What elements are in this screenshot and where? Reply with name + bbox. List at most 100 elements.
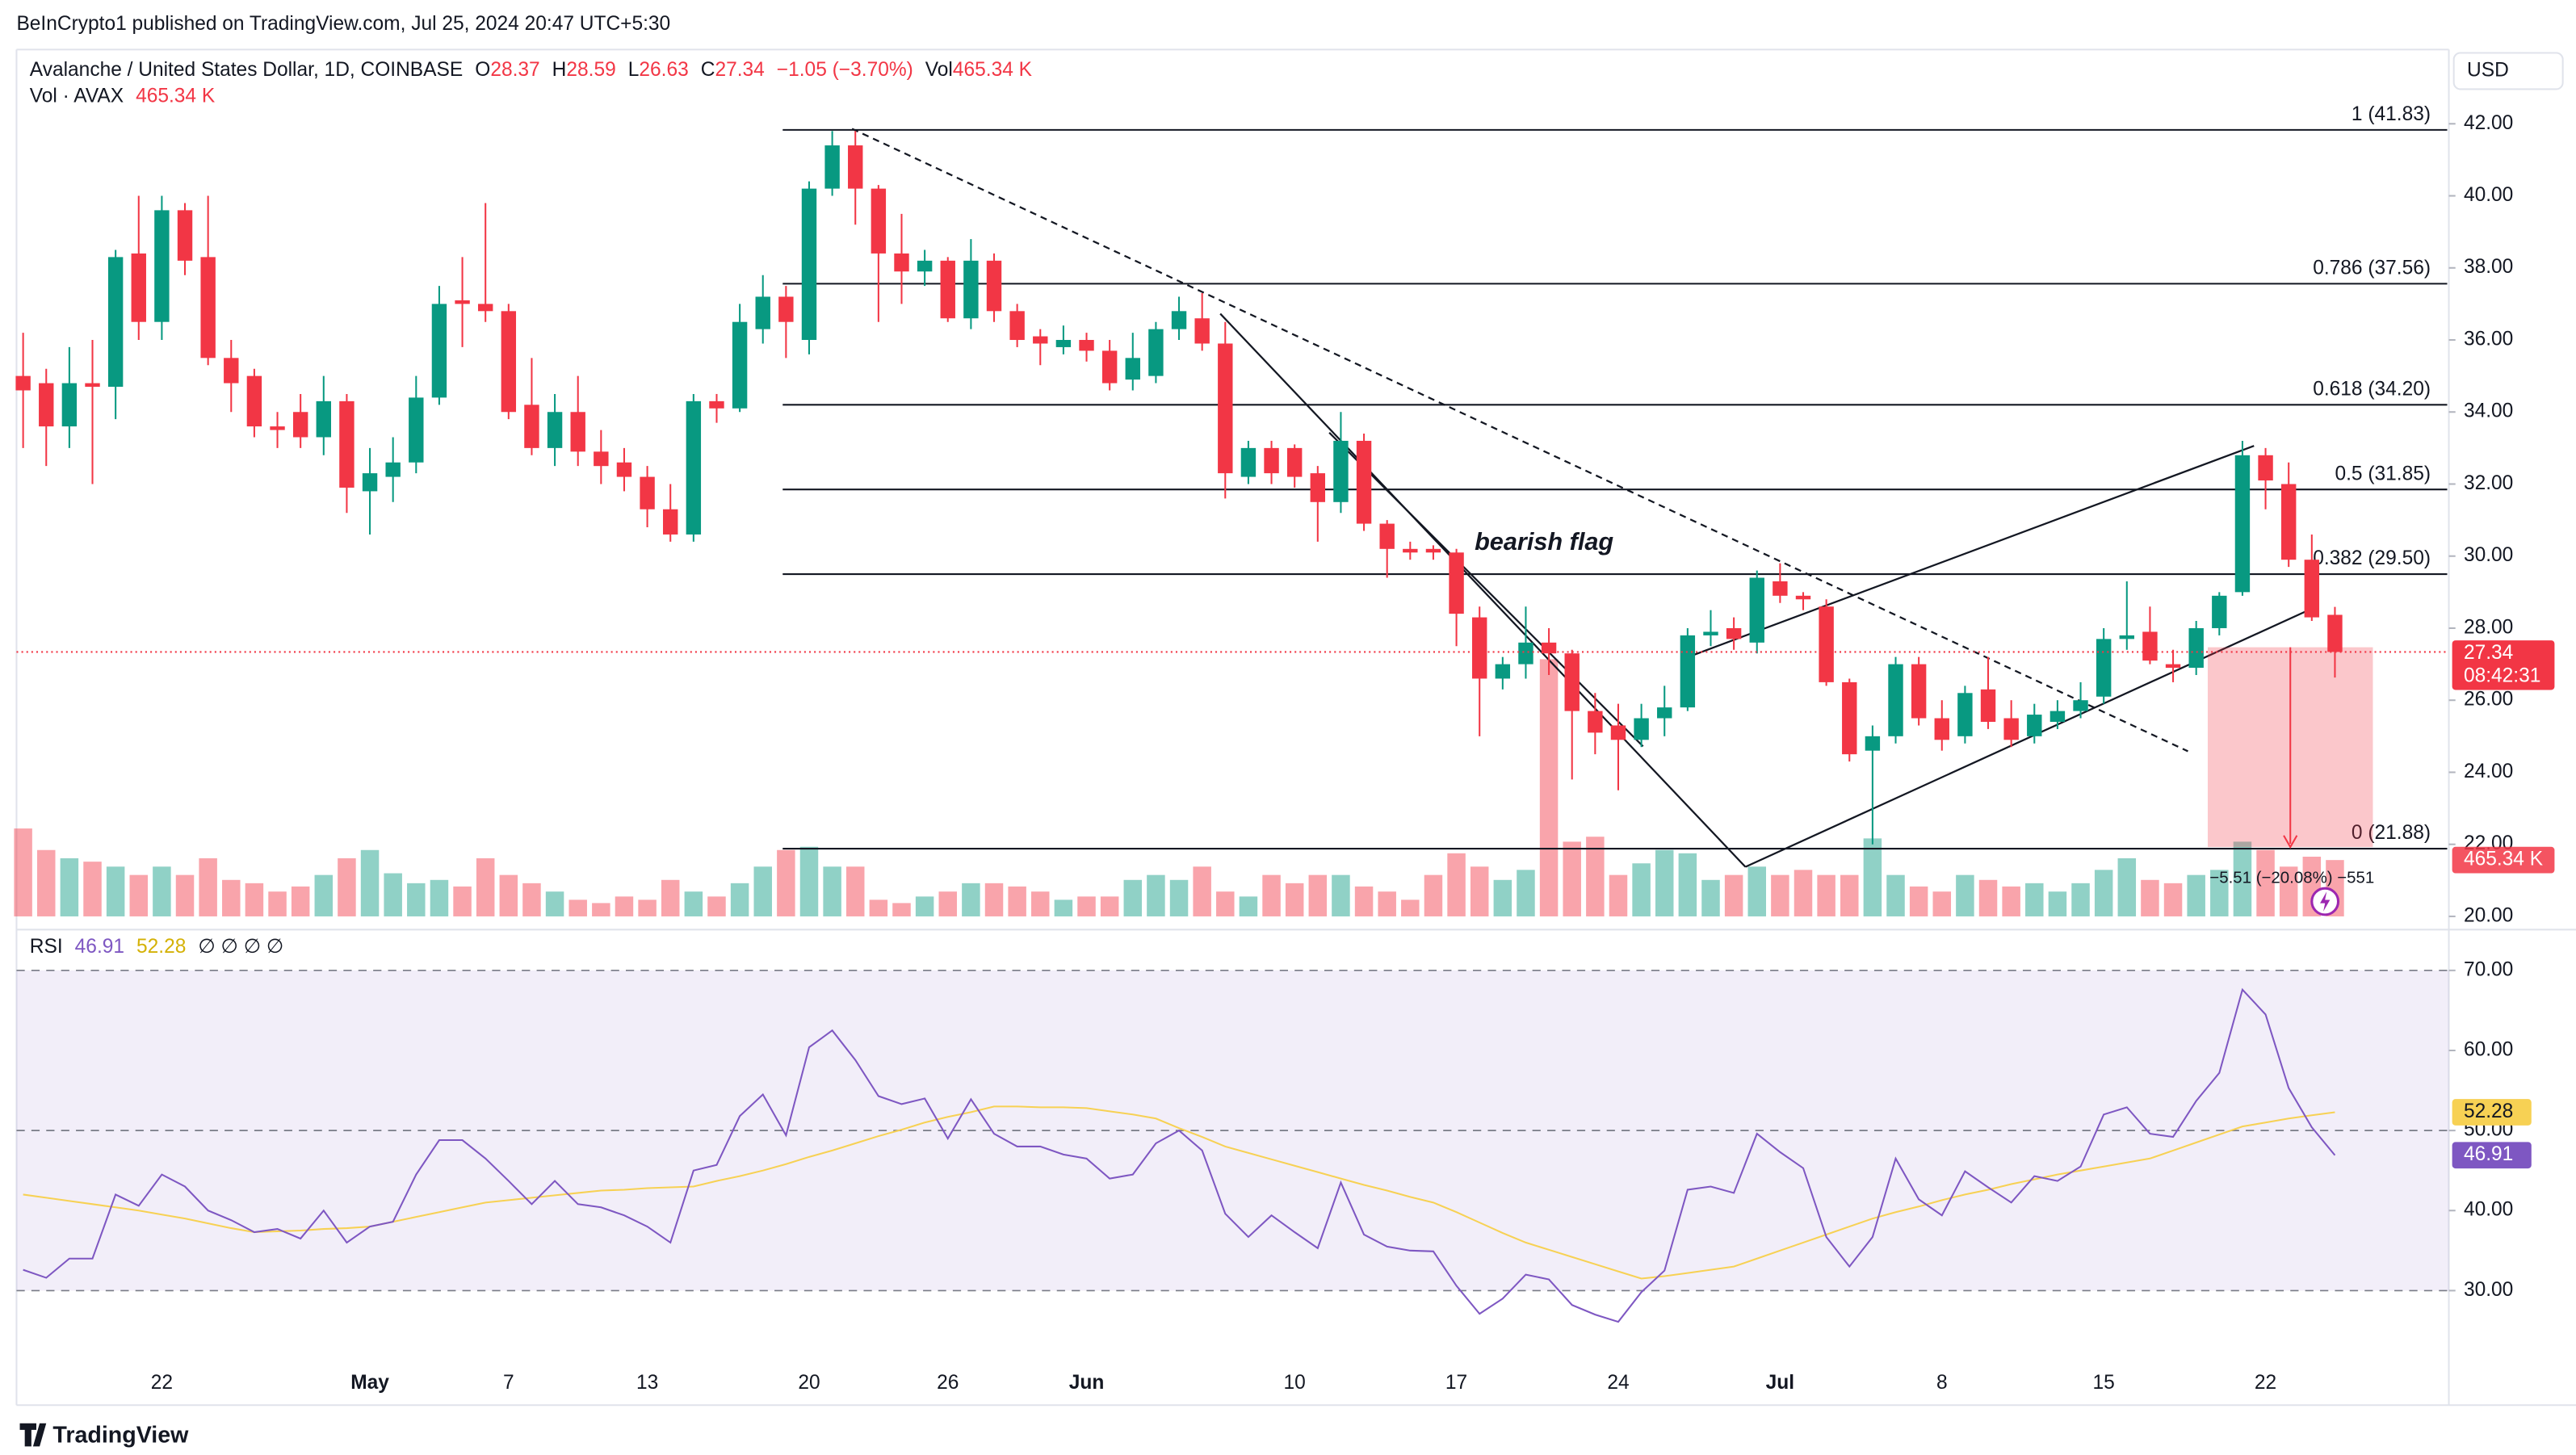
volume-bar bbox=[1193, 866, 1211, 916]
volume-bar bbox=[1031, 891, 1050, 916]
rsi-value-box bbox=[2452, 1142, 2532, 1169]
volume-bar bbox=[453, 886, 472, 916]
volume-bar bbox=[1747, 866, 1766, 916]
candle-body bbox=[15, 375, 31, 391]
candle-body bbox=[986, 260, 1002, 312]
candle-body bbox=[1264, 447, 1279, 474]
volume-bar bbox=[1586, 837, 1605, 916]
candle-body bbox=[1680, 635, 1696, 708]
candle-body bbox=[2212, 595, 2227, 628]
candle-body bbox=[917, 260, 933, 272]
candle-body bbox=[1171, 311, 1187, 329]
candle-body bbox=[1888, 664, 1903, 736]
volume-axis-label: 465.34 K bbox=[2464, 849, 2544, 870]
candle-body bbox=[1610, 725, 1626, 740]
y-tick-label: 24.00 bbox=[2464, 761, 2513, 782]
candle-body bbox=[1009, 311, 1025, 341]
volume-bar bbox=[407, 883, 426, 916]
ohlc-value: 26.63 bbox=[639, 59, 688, 81]
candle-body bbox=[362, 473, 378, 492]
x-tick-label: 7 bbox=[503, 1372, 514, 1394]
candle-body bbox=[224, 358, 239, 384]
symbol-legend: Avalanche / United States Dollar, 1D, CO… bbox=[30, 59, 1033, 81]
candle-body bbox=[154, 210, 170, 322]
vol-label: Vol bbox=[925, 59, 953, 81]
volume-bar bbox=[1978, 879, 1998, 916]
rsi-ma-value: 52.28 bbox=[136, 936, 186, 958]
volume-bar bbox=[2048, 891, 2067, 916]
candle-body bbox=[1218, 343, 1233, 474]
volume-bar bbox=[2187, 874, 2205, 916]
volume-bar bbox=[1863, 838, 1882, 916]
x-tick-label: 10 bbox=[1284, 1372, 1306, 1394]
candle-body bbox=[2003, 718, 2019, 740]
ohlc-label: C bbox=[701, 59, 715, 81]
candle-body bbox=[2327, 614, 2343, 652]
volume-bar bbox=[1470, 866, 1489, 916]
volume-bar bbox=[777, 849, 795, 916]
volume-bar bbox=[938, 891, 958, 916]
countdown-label: 08:42:31 bbox=[2464, 665, 2540, 687]
alert-icon-bolt bbox=[2320, 891, 2331, 912]
volume-bar bbox=[522, 883, 541, 916]
candle-body bbox=[1541, 642, 1557, 654]
y-axis: 20.0022.0024.0026.0028.0030.0032.0034.00… bbox=[2448, 112, 2555, 926]
candle-body bbox=[1773, 581, 1788, 596]
rsi-y-tick-label: 60.00 bbox=[2464, 1038, 2513, 1060]
x-tick-label: Jul bbox=[1766, 1372, 1794, 1394]
candle-body bbox=[1703, 631, 1718, 635]
vol-value: 465.34 K bbox=[953, 59, 1033, 81]
volume-bar bbox=[2002, 886, 2020, 916]
y-tick-label: 20.00 bbox=[2464, 904, 2513, 926]
volume-bar bbox=[1655, 849, 1674, 916]
symbol: Avalanche / United States Dollar, 1D, CO… bbox=[30, 59, 463, 81]
candle-body bbox=[640, 476, 655, 509]
logo-mark bbox=[19, 1423, 47, 1447]
publisher-line: BeInCrypto1 published on TradingView.com… bbox=[16, 13, 670, 35]
volume-bar bbox=[753, 866, 772, 916]
volume-bar bbox=[730, 883, 749, 916]
candle-body bbox=[339, 400, 355, 488]
change: −1.05 (−3.70%) bbox=[777, 59, 913, 81]
candle-body bbox=[1356, 440, 1372, 524]
volume-bar bbox=[430, 879, 449, 916]
currency-button[interactable] bbox=[2452, 52, 2564, 90]
currency[interactable]: USD bbox=[2467, 59, 2509, 81]
candle-body bbox=[1495, 664, 1511, 679]
volume-bar bbox=[199, 857, 217, 916]
volume-bar bbox=[661, 879, 680, 916]
candle-body bbox=[1749, 577, 1764, 643]
volume-bar bbox=[2071, 883, 2090, 916]
volume-bar bbox=[175, 874, 195, 916]
fib-label: 0.786 (37.56) bbox=[2313, 257, 2431, 279]
volume-bar bbox=[615, 896, 634, 916]
fib-label: 0.382 (29.50) bbox=[2313, 547, 2431, 569]
last-price-label: 27.34 bbox=[2464, 642, 2513, 664]
candle-body bbox=[1379, 523, 1395, 549]
candle-body bbox=[61, 383, 78, 427]
volume-bar bbox=[14, 828, 32, 916]
candle-body bbox=[2234, 455, 2251, 593]
candle-body bbox=[1333, 440, 1349, 502]
candle-body bbox=[409, 397, 424, 463]
fib-label: 0 (21.88) bbox=[2352, 822, 2431, 844]
y-tick-label: 42.00 bbox=[2464, 112, 2513, 134]
volume-bar bbox=[1147, 874, 1165, 916]
candle-body bbox=[2096, 639, 2112, 697]
y-tick-label: 40.00 bbox=[2464, 184, 2513, 206]
volume-bar bbox=[1239, 896, 1258, 916]
volume-bar bbox=[845, 866, 865, 916]
volume-bar bbox=[1008, 886, 1026, 916]
volume-bar bbox=[1771, 874, 1789, 916]
candle-body bbox=[316, 400, 331, 438]
volume-bar bbox=[1100, 896, 1119, 916]
candle-body bbox=[1310, 473, 1326, 502]
candle-body bbox=[1795, 595, 1811, 600]
ohlc-value: 28.37 bbox=[490, 59, 539, 81]
candle-body bbox=[200, 257, 216, 359]
fib-label: 0.618 (34.20) bbox=[2313, 378, 2431, 400]
candle-body bbox=[1449, 552, 1464, 614]
candle-body bbox=[2027, 715, 2042, 736]
